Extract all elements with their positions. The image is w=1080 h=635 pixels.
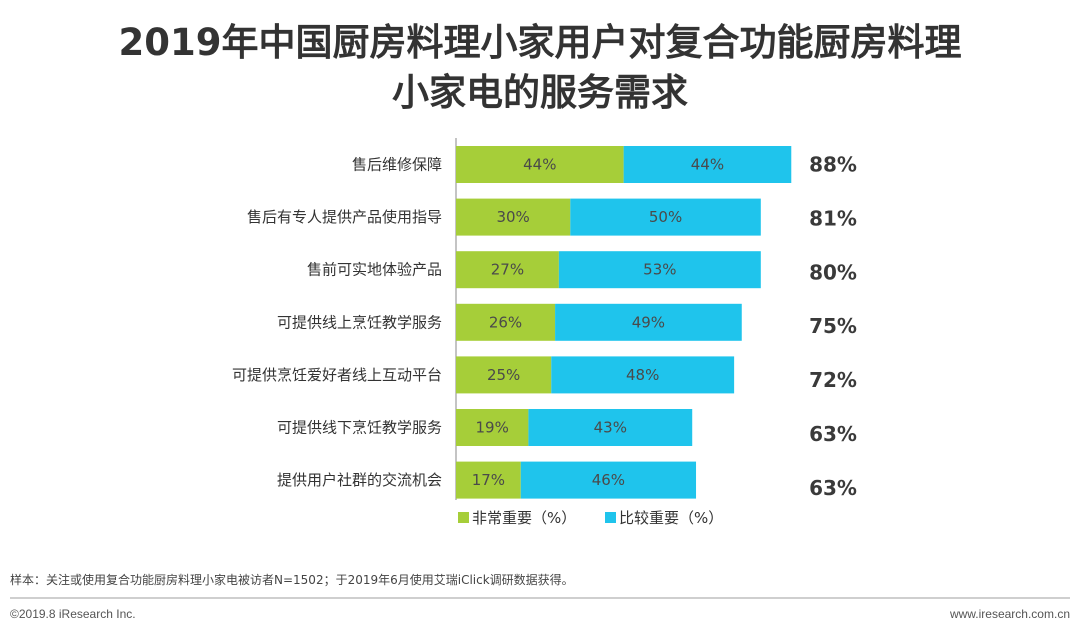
total-label: 88% — [809, 153, 857, 177]
bar-label-very-important: 19% — [476, 419, 509, 437]
bar-label-important: 53% — [643, 261, 676, 279]
total-label: 63% — [809, 476, 857, 500]
bar-label-important: 44% — [691, 156, 724, 174]
category-label: 可提供线上烹饪教学服务 — [277, 313, 442, 331]
bar-label-important: 46% — [592, 471, 625, 489]
stacked-bar-chart: 售后维修保障 44% 44% 88% 售后有专人提供产品使用指导 30% 50% 81% 售前可… — [232, 138, 857, 527]
bar-important[interactable] — [520, 461, 697, 499]
category-label: 售后维修保障 — [352, 156, 442, 174]
category-label: 可提供线下烹饪教学服务 — [277, 419, 442, 437]
bar-very-important[interactable] — [456, 198, 571, 236]
website-link[interactable]: www.iresearch.com.cn — [949, 607, 1070, 621]
bar-very-important[interactable] — [456, 461, 521, 499]
sample-note: 样本：关注或使用复合功能厨房料理小家电被访者N=1502；于2019年6月使用艾… — [10, 573, 574, 587]
category-label: 可提供烹饪爱好者线上互动平台 — [232, 366, 442, 384]
legend-swatch — [605, 512, 616, 523]
total-label: 63% — [809, 422, 857, 446]
chart-title: 2019年中国厨房料理小家用户对复合功能厨房料理 小家电的服务需求 — [0, 18, 1080, 118]
bar-label-important: 50% — [649, 208, 682, 226]
total-label: 72% — [809, 368, 857, 392]
copyright-text: ©2019.8 iResearch Inc. — [10, 607, 136, 621]
bar-label-important: 48% — [626, 366, 659, 384]
footer-divider — [10, 597, 1070, 599]
total-label: 80% — [809, 260, 857, 284]
bar-very-important[interactable] — [456, 146, 624, 183]
bar-very-important[interactable] — [456, 303, 556, 341]
bar-important[interactable] — [551, 356, 735, 394]
bar-important[interactable] — [570, 198, 761, 236]
legend-swatch — [458, 512, 469, 523]
title-line-1: 2019年中国厨房料理小家用户对复合功能厨房料理 — [118, 21, 962, 64]
bar-important[interactable] — [555, 303, 742, 341]
bar-label-important: 49% — [632, 313, 665, 331]
bar-label-very-important: 30% — [496, 208, 529, 226]
bar-label-very-important: 17% — [472, 471, 505, 489]
bar-label-very-important: 26% — [489, 313, 522, 331]
category-label: 售后有专人提供产品使用指导 — [247, 208, 442, 226]
bar-very-important[interactable] — [456, 356, 552, 394]
title-line-2: 小家电的服务需求 — [392, 71, 688, 114]
bar-label-very-important: 25% — [487, 366, 520, 384]
bar-label-very-important: 27% — [491, 261, 524, 279]
bar-important[interactable] — [528, 409, 693, 446]
bar-label-important: 43% — [594, 419, 627, 437]
bar-important[interactable] — [623, 146, 792, 183]
bar-label-very-important: 44% — [523, 156, 556, 174]
bar-important[interactable] — [558, 251, 761, 289]
bar-very-important[interactable] — [456, 409, 529, 446]
total-label: 81% — [809, 206, 857, 230]
total-label: 75% — [809, 314, 857, 338]
category-label: 售前可实地体验产品 — [307, 261, 442, 279]
bar-very-important[interactable] — [456, 251, 559, 289]
legend-label: 比较重要（%） — [619, 509, 723, 527]
category-label: 提供用户社群的交流机会 — [277, 471, 442, 489]
legend-label: 非常重要（%） — [472, 509, 576, 527]
